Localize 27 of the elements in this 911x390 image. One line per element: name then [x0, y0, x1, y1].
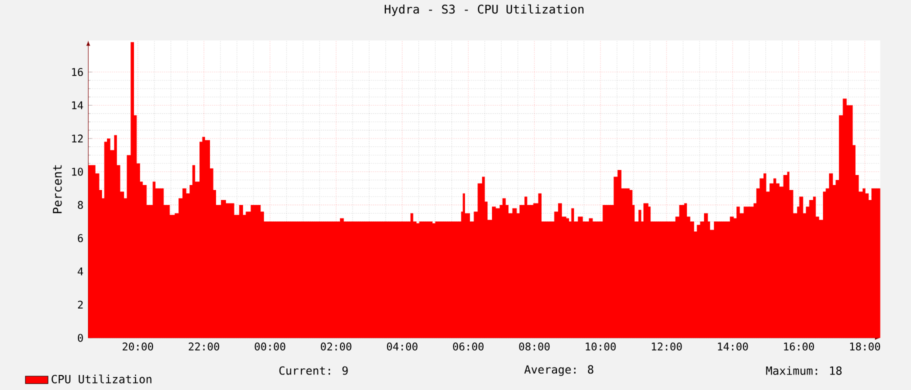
x-tick-label: 10:00 [586, 342, 616, 350]
text: Maximum: 18 [766, 366, 842, 375]
x-tick-label: 18:00 [850, 342, 880, 350]
x-tick-label: 16:00 [784, 342, 814, 350]
x-tick-label: 02:00 [320, 342, 352, 350]
x-tick-label: 04:00 [386, 342, 418, 350]
x-tick-label: 06:00 [453, 342, 484, 350]
y-axis-title: Percent [52, 165, 62, 213]
y-tick-label: 0 [78, 334, 83, 342]
x-tick-label: 00:00 [254, 342, 286, 350]
y-tick-label: 10 [72, 167, 83, 176]
y-tick-label: 8 [78, 200, 83, 209]
x-tick-label: 20:00 [122, 342, 154, 350]
y-tick-label: 6 [78, 234, 83, 242]
x-tick-label: 14:00 [718, 342, 748, 350]
text: Average: 8 [524, 364, 594, 376]
chart-title: Hydra - S3 - CPU Utilization [384, 4, 584, 16]
legend-label: CPU Utilization [52, 374, 152, 384]
y-tick-label: 2 [78, 300, 83, 308]
y-tick-label: 14 [72, 101, 84, 109]
x-tick-label: 08:00 [519, 342, 550, 350]
x-tick-label: 22:00 [188, 342, 220, 350]
x-tick-label: 12:00 [652, 342, 682, 350]
y-tick-label: 12 [72, 134, 83, 142]
y-tick-label: 4 [78, 267, 84, 276]
y-tick-label: 16 [72, 68, 83, 76]
text: Current: 9 [279, 366, 348, 375]
